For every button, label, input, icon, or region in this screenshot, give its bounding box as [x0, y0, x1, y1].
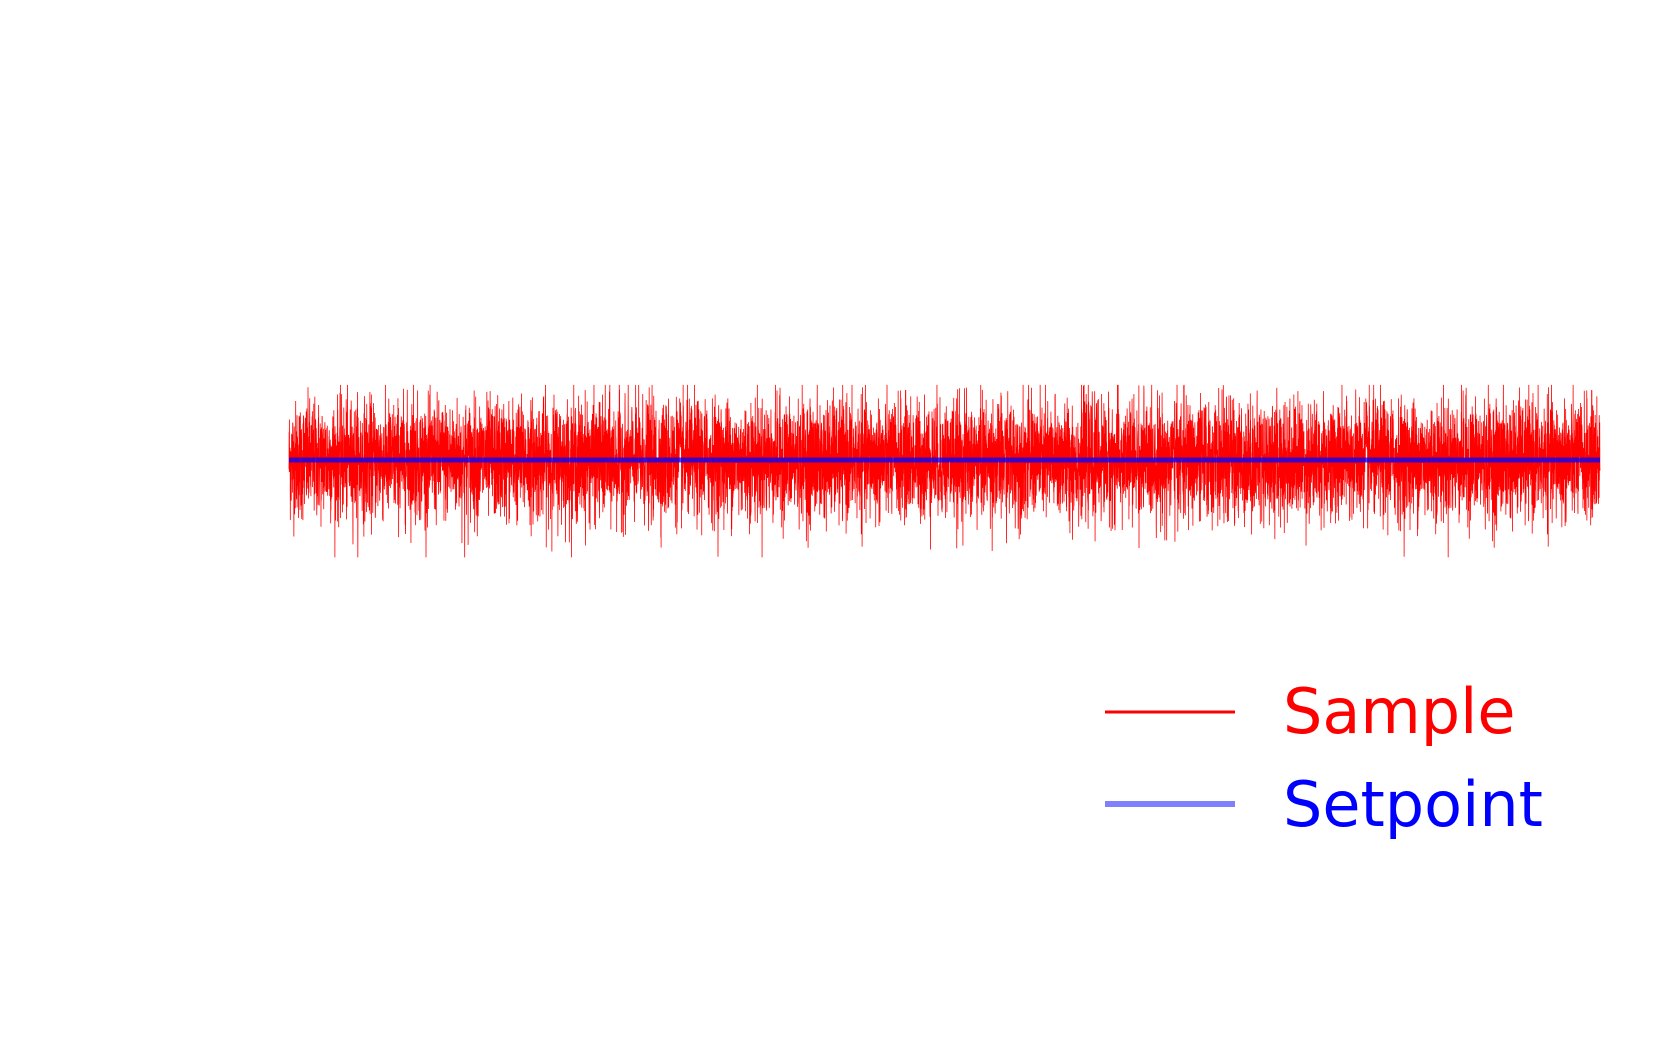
- series-line-sample: [288, 384, 1601, 558]
- legend-label-sample: Sample: [1283, 675, 1515, 748]
- plot-area: [288, 384, 1601, 558]
- legend: Sample Setpoint: [1105, 675, 1543, 841]
- legend-label-setpoint: Setpoint: [1283, 768, 1543, 841]
